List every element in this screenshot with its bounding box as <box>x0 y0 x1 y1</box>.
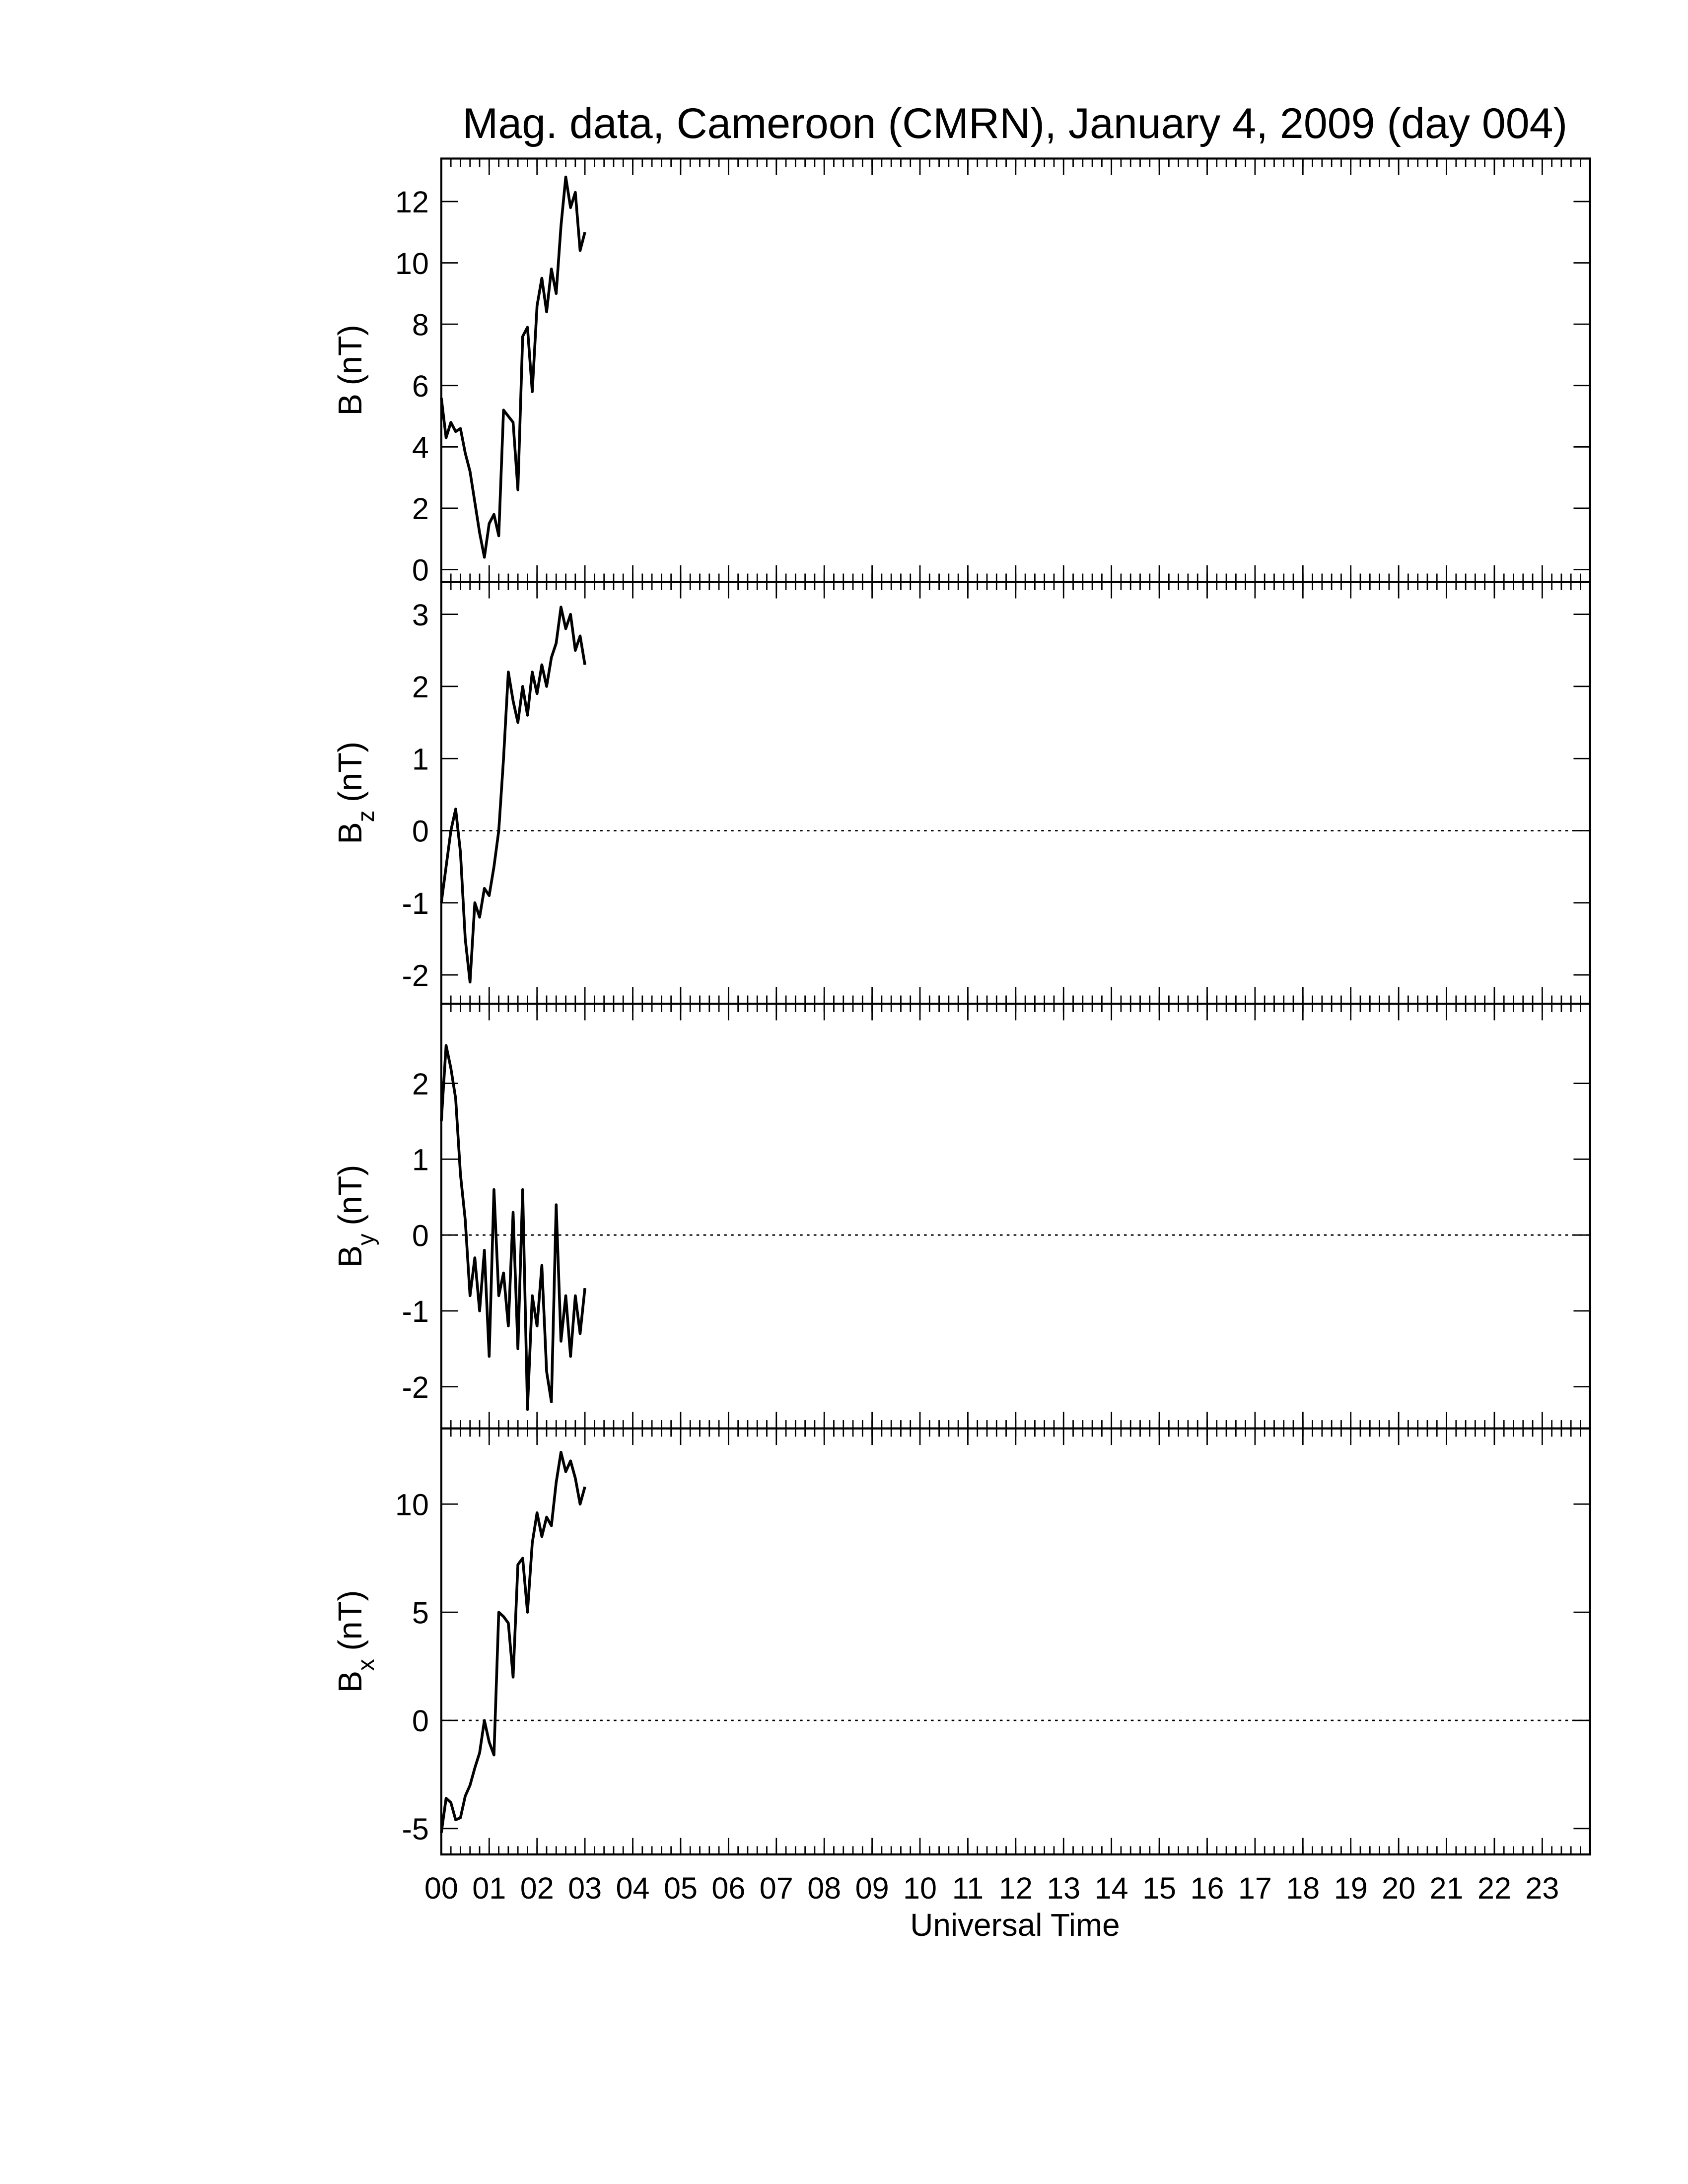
y-label-main: B <box>332 394 369 415</box>
y-tick-label: 2 <box>412 1067 429 1101</box>
plot-frame <box>440 581 1591 1005</box>
x-tick-label: 17 <box>1238 1871 1272 1905</box>
x-tick-label: 04 <box>616 1871 650 1905</box>
y-tick-label: 0 <box>412 1704 429 1738</box>
y-label-unit: (nT) <box>332 742 369 802</box>
y-tick-label: 1 <box>412 1143 429 1177</box>
x-tick-label: 13 <box>1047 1871 1080 1905</box>
y-label-unit: (nT) <box>332 1165 369 1226</box>
y-tick-label: 0 <box>412 1219 429 1252</box>
y-tick-label: 2 <box>412 492 429 526</box>
plot-frame <box>440 1003 1591 1430</box>
y-tick-label: 6 <box>412 369 429 403</box>
x-tick-label: 12 <box>999 1871 1033 1905</box>
x-tick-label: 00 <box>424 1871 458 1905</box>
y-tick-label: -2 <box>402 1370 429 1404</box>
y-tick-label: 10 <box>395 1488 429 1521</box>
y-label-unit: (nT) <box>332 1590 369 1650</box>
y-tick-label: -1 <box>402 1295 429 1328</box>
x-tick-label: 15 <box>1142 1871 1176 1905</box>
y-axis-label: Bx (nT) <box>332 1590 379 1693</box>
y-axis-label: Bz (nT) <box>332 742 379 844</box>
y-tick-label: 10 <box>395 247 429 280</box>
y-tick-label: 5 <box>412 1596 429 1630</box>
y-tick-label: 8 <box>412 308 429 341</box>
x-tick-label: 05 <box>664 1871 698 1905</box>
y-label-sub: y <box>353 1233 379 1245</box>
y-tick-label: -2 <box>402 958 429 992</box>
data-line <box>440 175 586 559</box>
y-axis-label: By (nT) <box>332 1165 379 1268</box>
y-tick-label: 3 <box>412 598 429 632</box>
y-tick-label: 0 <box>412 815 429 848</box>
x-tick-label: 07 <box>760 1871 793 1905</box>
x-tick-label: 08 <box>807 1871 841 1905</box>
x-tick-label: 22 <box>1477 1871 1511 1905</box>
x-tick-label: 21 <box>1430 1871 1464 1905</box>
y-tick-label: 2 <box>412 670 429 704</box>
plot-frame <box>440 1427 1591 1856</box>
x-axis-label: Universal Time <box>910 1907 1120 1943</box>
y-label-main: B <box>332 822 369 844</box>
x-tick-label: 01 <box>472 1871 506 1905</box>
y-label-sub: x <box>353 1659 379 1671</box>
x-tick-label: 09 <box>855 1871 889 1905</box>
chart-title: Mag. data, Cameroon (CMRN), January 4, 2… <box>463 100 1568 147</box>
y-tick-label: -5 <box>402 1812 429 1846</box>
x-tick-label: 14 <box>1095 1871 1128 1905</box>
y-axis-label: B (nT) <box>332 325 369 415</box>
x-tick-label: 03 <box>568 1871 602 1905</box>
plot-frame <box>440 157 1591 583</box>
x-tick-label: 06 <box>711 1871 745 1905</box>
x-tick-label: 23 <box>1525 1871 1559 1905</box>
y-tick-label: 0 <box>412 553 429 587</box>
x-tick-label: 18 <box>1286 1871 1320 1905</box>
y-tick-label: 4 <box>412 431 429 465</box>
y-label-unit: (nT) <box>332 325 369 385</box>
x-tick-label: 11 <box>952 1871 984 1905</box>
y-tick-label: -1 <box>402 887 429 920</box>
y-tick-label: 1 <box>412 742 429 776</box>
data-line <box>440 1450 586 1833</box>
x-tick-label: 20 <box>1382 1871 1415 1905</box>
x-tick-label: 10 <box>903 1871 937 1905</box>
x-tick-label: 16 <box>1190 1871 1224 1905</box>
x-tick-label: 19 <box>1334 1871 1368 1905</box>
data-line <box>440 1044 586 1411</box>
y-label-main: B <box>332 1245 369 1267</box>
y-label-main: B <box>332 1671 369 1693</box>
data-line <box>440 606 586 984</box>
x-tick-label: 02 <box>520 1871 554 1905</box>
y-label-sub: z <box>353 811 379 822</box>
y-tick-label: 12 <box>395 185 429 219</box>
